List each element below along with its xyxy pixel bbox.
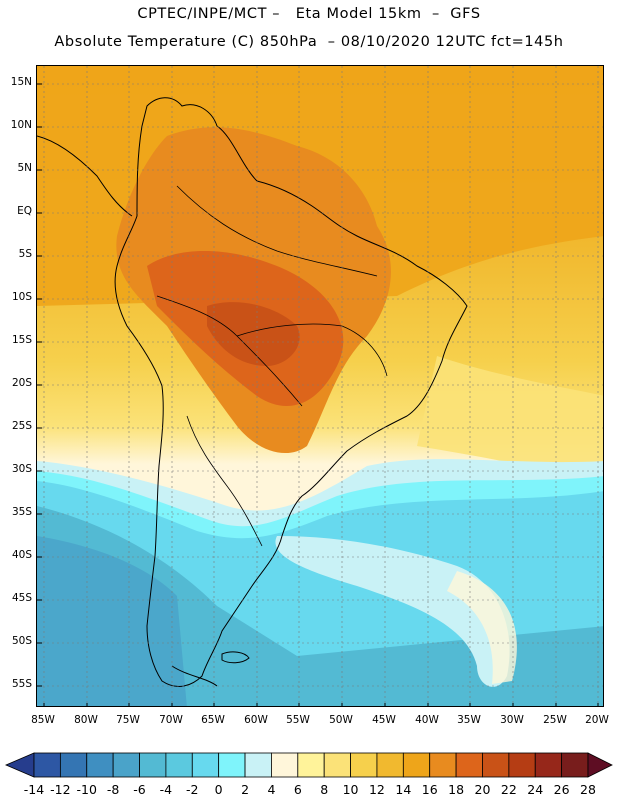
colorbar-segment — [218, 752, 246, 778]
colorbar-label: 24 — [527, 782, 544, 797]
colorbar-segment — [429, 752, 457, 778]
temperature-colorbar — [4, 752, 613, 778]
colorbar-segment — [191, 752, 220, 778]
south-america-coastline — [114, 97, 468, 687]
atlantic-pale-tongue-core — [447, 571, 517, 684]
colorbar-label: 26 — [553, 782, 570, 797]
lon-label-45w: 45W — [372, 714, 396, 726]
colorbar-segment — [139, 752, 167, 778]
colorbar-segment — [112, 752, 140, 778]
border-line-3 — [236, 323, 388, 377]
colorbar-label: 6 — [293, 782, 302, 797]
lon-label-25w: 25W — [543, 714, 567, 726]
falkland-islands — [221, 651, 250, 664]
colorbar-label: 18 — [448, 782, 465, 797]
lat-label-35s: 35S — [11, 506, 32, 518]
lat-label-10s: 10S — [11, 291, 32, 303]
colorbar-label: 20 — [474, 782, 491, 797]
lat-label-55s: 55S — [11, 678, 32, 690]
colorbar-segment — [323, 752, 351, 778]
lon-label-60w: 60W — [244, 714, 268, 726]
lat-label-10n: 10N — [10, 119, 32, 131]
lon-label-80w: 80W — [74, 714, 98, 726]
colorbar-label: 16 — [421, 782, 438, 797]
lon-label-85w: 85W — [31, 714, 55, 726]
lat-label-15s: 15S — [11, 334, 32, 346]
lat-label-25s: 25S — [11, 420, 32, 432]
colorbar-max-arrow — [587, 752, 613, 778]
colorbar-segment — [165, 752, 193, 778]
lon-label-75w: 75W — [116, 714, 140, 726]
border-line-1 — [176, 185, 378, 277]
colorbar-segment — [33, 752, 61, 778]
lon-label-35w: 35W — [457, 714, 481, 726]
colorbar-label: -10 — [76, 782, 97, 797]
lat-label-30s: 30S — [11, 463, 32, 475]
lon-label-70w: 70W — [159, 714, 183, 726]
lat-label-50s: 50S — [11, 635, 32, 647]
colorbar-segment — [508, 752, 536, 778]
lat-label-5n: 5N — [17, 162, 32, 174]
colorbar-label: 2 — [241, 782, 250, 797]
graticule — [37, 66, 603, 706]
map-panel — [36, 65, 604, 707]
colorbar-label: -8 — [106, 782, 120, 797]
lon-label-65w: 65W — [201, 714, 225, 726]
colorbar-segment — [534, 752, 563, 778]
lat-label-45s: 45S — [11, 592, 32, 604]
colorbar-label: 10 — [342, 782, 359, 797]
lon-label-55w: 55W — [286, 714, 310, 726]
colorbar-label: 22 — [500, 782, 517, 797]
colorbar-segment — [482, 752, 510, 778]
lat-label-5s: 5S — [18, 248, 32, 260]
lat-label-40s: 40S — [11, 549, 32, 561]
colorbar-label: -4 — [159, 782, 173, 797]
atlantic-pale-tongue — [275, 536, 510, 687]
colorbar-label: 8 — [320, 782, 329, 797]
lon-label-20w: 20W — [585, 714, 609, 726]
tierra-del-fuego — [171, 665, 218, 687]
lat-label-15n: 15N — [10, 76, 32, 88]
atlantic-yellow-band — [417, 356, 603, 486]
colorbar-label: 28 — [580, 782, 596, 797]
colorbar-label: -12 — [50, 782, 71, 797]
colorbar-label: 4 — [267, 782, 276, 797]
temperature-field — [37, 66, 603, 706]
central-america-coastline — [37, 135, 133, 217]
lon-label-30w: 30W — [500, 714, 524, 726]
cold-field-m6c — [37, 536, 187, 706]
border-line-4 — [186, 415, 263, 547]
colorbar-segment — [297, 752, 325, 778]
map-title-line2: Absolute Temperature (C) 850hPa – 08/10/… — [54, 34, 564, 50]
lon-label-50w: 50W — [329, 714, 353, 726]
map-title-line1: CPTEC/INPE/MCT – Eta Model 15km – GFS — [137, 6, 481, 22]
colorbar-segment — [402, 752, 431, 778]
colorbar-segment — [561, 752, 589, 778]
colorbar-segment — [376, 752, 404, 778]
colorbar-label: -6 — [133, 782, 146, 797]
colorbar-label: -2 — [186, 782, 199, 797]
colorbar-segment — [350, 752, 378, 778]
colorbar-segment — [455, 752, 483, 778]
colorbar-segment — [59, 752, 88, 778]
colorbar-label: -14 — [23, 782, 45, 797]
lon-label-40w: 40W — [415, 714, 439, 726]
colorbar-min-arrow — [4, 752, 35, 778]
colorbar-label: 12 — [368, 782, 385, 797]
colorbar-segment — [271, 752, 299, 778]
lat-label-20s: 20S — [11, 377, 32, 389]
continental-extreme-core — [207, 302, 300, 366]
colorbar-label: 0 — [214, 782, 223, 797]
colorbar-segment — [244, 752, 272, 778]
colorbar-label: 14 — [395, 782, 412, 797]
lat-label-eq: EQ — [17, 205, 32, 217]
colorbar-segment — [86, 752, 114, 778]
